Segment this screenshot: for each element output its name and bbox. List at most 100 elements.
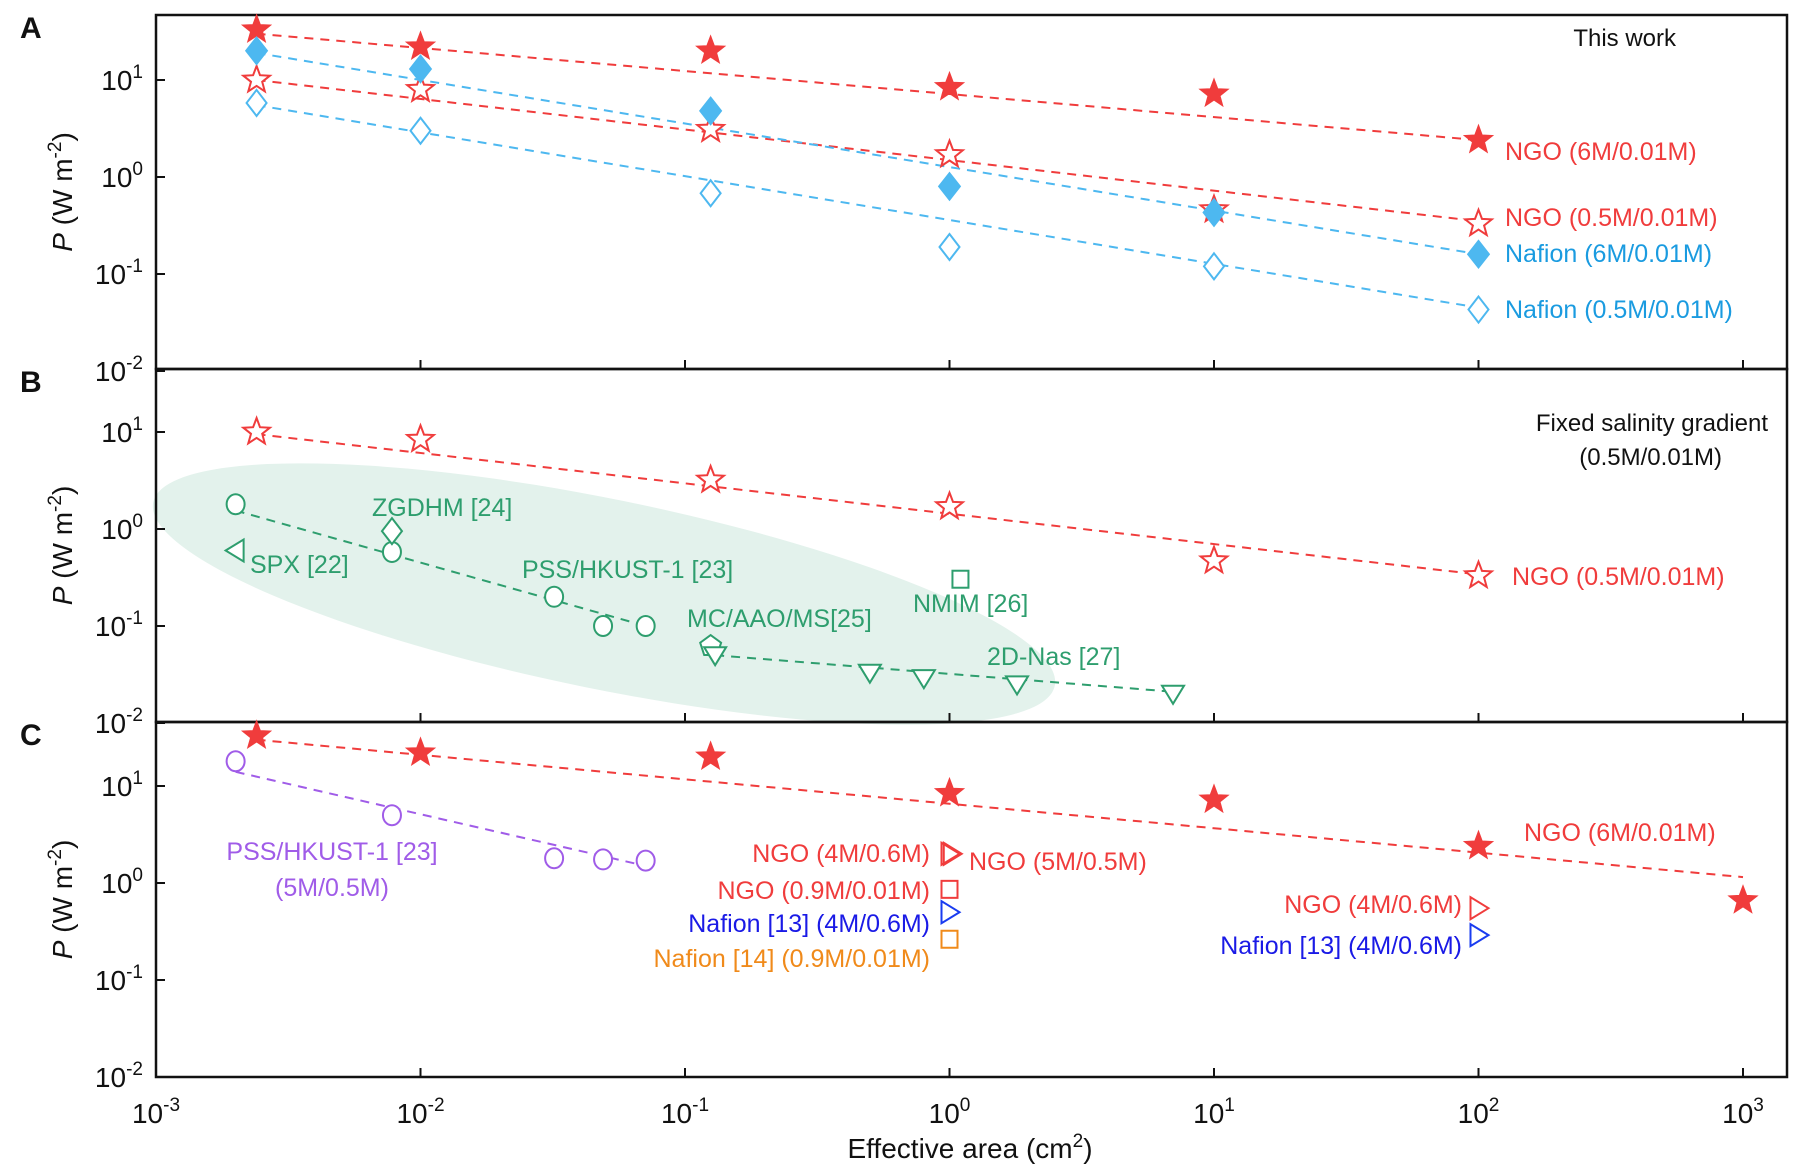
panel-a-ytick-label-base: 10 — [95, 356, 126, 387]
panel-b-ytick-label-base: 10 — [101, 417, 132, 448]
series-label-c-5: Nafion [13] (4M/0.6M) — [688, 910, 930, 938]
data-point-b-0 — [1462, 558, 1495, 590]
data-point-c-2 — [940, 841, 962, 867]
panel-a-ytick-label-base: 10 — [101, 162, 132, 193]
series-label-c-5-100: Nafion [13] (4M/0.6M) — [1220, 932, 1462, 960]
data-point-b-1 — [544, 585, 565, 608]
data-point-b-0 — [1197, 543, 1231, 575]
series-label-c-4: NGO (0.9M/0.01M) — [717, 877, 930, 905]
data-point-b-6 — [1160, 684, 1186, 706]
panel-a-ytick-label-exp: 0 — [132, 159, 143, 180]
panel-a-ylabel: P (W m-2) — [45, 132, 78, 252]
series-label-b-2: ZGDHM [24] — [372, 494, 512, 522]
ylabel-unit: (W m — [47, 512, 78, 587]
ylabel-exp: -2 — [45, 142, 66, 159]
series-label-a-0: NGO (6M/0.01M) — [1505, 138, 1697, 166]
panel-a-ytick-label-base: 10 — [95, 259, 126, 290]
data-point-a-1 — [404, 72, 437, 103]
panel-b-ytick-label-base: 10 — [101, 514, 132, 545]
xtick-label-exp: -2 — [428, 1095, 445, 1116]
xtick-label: 10-2 — [396, 1095, 444, 1129]
data-point-b-1 — [635, 615, 656, 637]
series-label-c-3: NGO (5M/0.5M) — [969, 848, 1147, 876]
ylabel-symbol: P — [47, 586, 78, 605]
xtick-label: 10-3 — [132, 1095, 180, 1129]
ylabel-close: ) — [47, 486, 78, 495]
data-point-a-2 — [244, 35, 269, 66]
data-point-a-2 — [1466, 239, 1491, 270]
series-label-a-3: Nafion (0.5M/0.01M) — [1505, 296, 1733, 324]
panel-a-ytick-label: 101 — [101, 62, 143, 96]
panel-b-ytick-label-base: 10 — [95, 708, 126, 739]
data-point-a-1 — [933, 137, 966, 169]
data-point-a-0 — [240, 13, 273, 43]
data-point-b-0 — [404, 422, 437, 454]
panel-a-ytick-label-exp: -2 — [126, 353, 143, 374]
panel-b-ytick-label-exp: -2 — [126, 705, 143, 726]
data-point-a-0 — [933, 70, 966, 101]
panel-a-ytick-label-exp: -1 — [126, 256, 143, 277]
xtick-label-exp: -1 — [692, 1095, 709, 1116]
panel-c-ytick-label-exp: 1 — [132, 768, 143, 789]
series-label-b-1: PSS/HKUST-1 [23] — [522, 556, 733, 584]
annotation-this-work: This work — [1573, 25, 1677, 52]
panel-b-label: B — [20, 366, 42, 399]
x-axis-label: Effective area (cm2) — [847, 1131, 1092, 1164]
data-point-a-1 — [1462, 206, 1495, 238]
panel-a-label: A — [20, 12, 42, 45]
data-point-a-2 — [1202, 197, 1226, 228]
data-point-b-1 — [225, 493, 246, 516]
xtick-label-exp: 1 — [1224, 1095, 1235, 1116]
fit-line-a-2 — [256, 51, 1479, 256]
xtick-label: 102 — [1458, 1095, 1500, 1129]
data-point-c-1 — [635, 849, 656, 872]
data-point-b-6 — [911, 669, 937, 691]
data-point-c-3 — [942, 841, 964, 867]
data-point-c-5 — [1469, 922, 1491, 948]
panel-a-ytick-label: 100 — [101, 159, 143, 193]
fit-line-c-0 — [256, 738, 1744, 879]
data-point-a-1 — [240, 63, 273, 94]
data-point-c-0 — [404, 736, 437, 767]
data-point-c-1 — [225, 750, 246, 773]
data-point-a-1 — [694, 112, 727, 144]
data-point-c-0 — [695, 740, 727, 771]
panel-c-ytick-label-exp: -2 — [126, 1059, 143, 1080]
data-point-b-0 — [933, 489, 966, 521]
panel-b-ytick-label-base: 10 — [95, 611, 126, 642]
data-point-c-1 — [593, 848, 614, 871]
series-label-b-0: NGO (0.5M/0.01M) — [1512, 563, 1725, 591]
x-axis-label-end: ) — [1083, 1133, 1092, 1164]
panel-c-ytick-label: 10-1 — [95, 962, 143, 996]
ylabel-exp: -2 — [45, 495, 66, 512]
panel-c-ytick-label: 10-2 — [95, 1059, 143, 1093]
panel-c-ytick-label-base: 10 — [101, 771, 132, 802]
panel-a-ytick-label-exp: 1 — [132, 62, 143, 83]
series-label-b-3: SPX [22] — [250, 551, 349, 579]
ylabel-unit: (W m — [47, 158, 78, 233]
data-point-a-0 — [404, 30, 437, 61]
panel-b-ytick-label-exp: 0 — [132, 511, 143, 532]
ylabel-symbol: P — [47, 233, 78, 252]
data-point-b-3 — [223, 537, 245, 564]
fit-line-c-1 — [235, 770, 646, 867]
fit-line-b-6 — [715, 654, 1174, 693]
series-label-b-6: 2D-Nas [27] — [987, 643, 1120, 671]
data-point-a-3 — [699, 178, 722, 208]
panel-b-ylabel: P (W m-2) — [45, 486, 78, 606]
panel-c-ytick-label-exp: -1 — [126, 962, 143, 983]
xtick-label-base: 10 — [929, 1098, 960, 1129]
shaded-region-layer — [152, 463, 1056, 725]
panel-a-ytick-label-base: 10 — [101, 65, 132, 96]
data-point-a-0 — [1198, 77, 1230, 108]
series-label-a-1: NGO (0.5M/0.01M) — [1505, 204, 1718, 232]
xtick-label-base: 10 — [1458, 1098, 1489, 1129]
data-point-a-0 — [695, 34, 727, 65]
ylabel-close: ) — [47, 840, 78, 849]
panel-c-frame — [154, 720, 1789, 1079]
xtick-label-exp: 2 — [1489, 1095, 1500, 1116]
data-point-c-0 — [240, 719, 273, 749]
panel-c-ytick-label-base: 10 — [101, 868, 132, 899]
data-point-c-6 — [940, 929, 959, 949]
